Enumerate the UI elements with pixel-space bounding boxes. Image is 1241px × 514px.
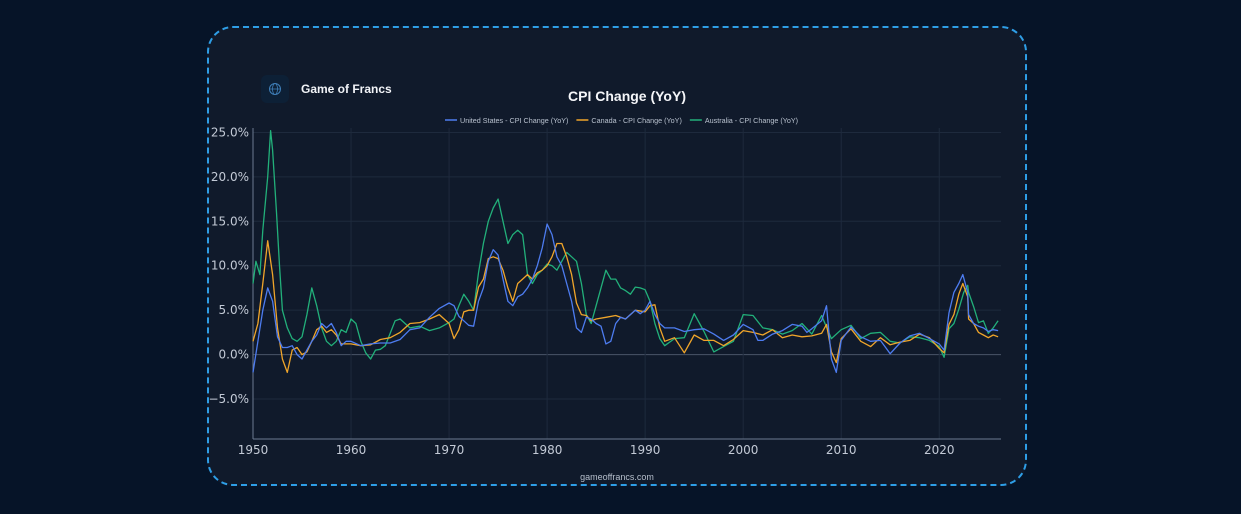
y-tick-label: −5.0% xyxy=(209,392,249,406)
brand-header: Game of Francs xyxy=(261,75,392,103)
axes: 25.0% 20.0% 15.0% 10.0% 5.0% 0.0% −5.0% 1950 196… xyxy=(209,125,1001,457)
legend-item-australia: Australia - CPI Change (YoY) xyxy=(705,116,798,125)
cpi-line-chart: CPI Change (YoY) United States - CPI Cha… xyxy=(209,88,1001,457)
chart-title: CPI Change (YoY) xyxy=(568,88,686,104)
x-tick-label: 2020 xyxy=(924,443,955,457)
series-line-canada xyxy=(252,240,999,374)
legend-item-united-states: United States - CPI Change (YoY) xyxy=(460,116,568,125)
grid xyxy=(252,128,1001,439)
y-tick-label: 20.0% xyxy=(211,170,249,184)
x-tick-label: 1960 xyxy=(336,443,367,457)
globe-icon xyxy=(269,83,281,95)
x-tick-label: 1950 xyxy=(238,443,269,457)
series-group xyxy=(252,130,999,374)
legend-item-canada: Canada - CPI Change (YoY) xyxy=(591,116,681,125)
x-tick-label: 1990 xyxy=(630,443,661,457)
x-tick-label: 1970 xyxy=(434,443,465,457)
y-tick-label: 0.0% xyxy=(219,348,250,362)
footer-url: gameoffrancs.com xyxy=(580,472,654,482)
series-line-australia xyxy=(252,130,999,360)
y-tick-label: 10.0% xyxy=(211,259,249,273)
y-tick-label: 25.0% xyxy=(211,125,249,139)
chart-card: Game of Francs CPI Change (YoY) United S… xyxy=(207,26,1027,486)
legend: United States - CPI Change (YoY) Canada -… xyxy=(445,116,798,125)
y-tick-label: 5.0% xyxy=(219,303,250,317)
series-line-united-states xyxy=(252,223,999,374)
x-tick-label: 1980 xyxy=(532,443,563,457)
x-tick-label: 2010 xyxy=(826,443,857,457)
logo xyxy=(261,75,289,103)
brand-name: Game of Francs xyxy=(301,82,392,96)
y-tick-label: 15.0% xyxy=(211,214,249,228)
x-tick-label: 2000 xyxy=(728,443,759,457)
